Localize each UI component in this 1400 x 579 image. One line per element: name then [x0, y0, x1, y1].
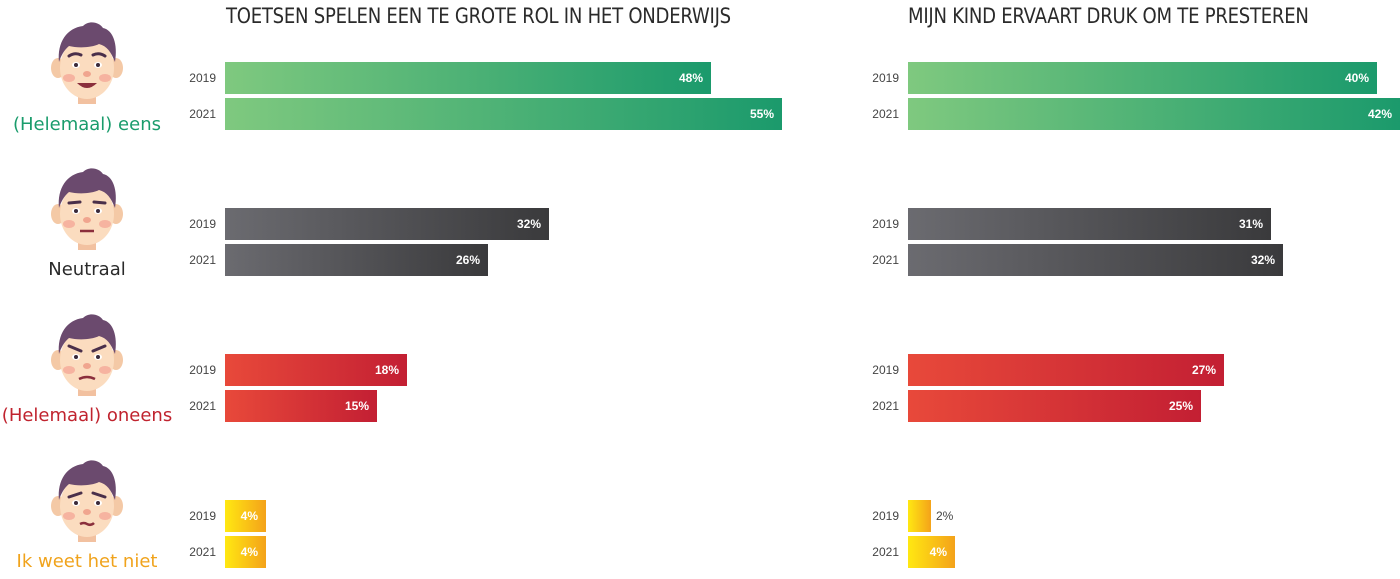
bar-pressure [908, 98, 1400, 130]
bar-tests [225, 390, 377, 422]
bar-value-label: 18% [374, 363, 399, 377]
chart-title-tests: TOETSEN SPELEN EEN TE GROTE ROL IN HET O… [226, 4, 731, 28]
year-label: 2021 [872, 107, 899, 121]
bar-pressure [908, 354, 1224, 386]
bar-tests [225, 208, 549, 240]
year-label: 2021 [872, 545, 899, 559]
bar-tests [225, 536, 266, 568]
bar-value-label: 4% [240, 509, 258, 523]
bar-pressure [908, 244, 1283, 276]
year-label: 2021 [189, 545, 216, 559]
year-label: 2019 [872, 363, 899, 377]
year-label: 2021 [189, 107, 216, 121]
year-label: 2019 [189, 217, 216, 231]
bar-value-label: 31% [1238, 217, 1263, 231]
bar-value-label: 48% [678, 71, 703, 85]
bar-value-label: 26% [455, 253, 480, 267]
chart-title-pressure: MIJN KIND ERVAART DRUK OM TE PRESTEREN [908, 4, 1309, 28]
bar-value-label: 40% [1344, 71, 1369, 85]
year-label: 2021 [189, 253, 216, 267]
year-label: 2019 [872, 71, 899, 85]
year-label: 2021 [189, 399, 216, 413]
bar-value-label: 2% [936, 509, 954, 523]
bar-tests [225, 98, 782, 130]
year-label: 2019 [189, 509, 216, 523]
face-neutral-icon [51, 168, 123, 250]
bar-value-label: 42% [1367, 107, 1392, 121]
bar-tests [225, 244, 488, 276]
bar-tests [225, 354, 407, 386]
bar-value-label: 15% [344, 399, 369, 413]
category-label: (Helemaal) eens [13, 114, 161, 135]
category-label: (Helemaal) oneens [1, 405, 173, 426]
face-unsure-icon [51, 460, 123, 542]
year-label: 2019 [872, 509, 899, 523]
category-label: Neutraal [48, 259, 126, 280]
face-smile-icon [51, 22, 123, 104]
bar-value-label: 32% [1250, 253, 1275, 267]
year-label: 2019 [872, 217, 899, 231]
year-label: 2021 [872, 253, 899, 267]
bar-pressure [908, 62, 1377, 94]
bar-tests [225, 500, 266, 532]
bar-value-label: 25% [1168, 399, 1193, 413]
bar-tests [225, 62, 711, 94]
year-label: 2021 [872, 399, 899, 413]
category-label: Ik weet het niet [16, 551, 158, 572]
bar-pressure [908, 390, 1201, 422]
year-label: 2019 [189, 363, 216, 377]
bar-value-label: 4% [929, 545, 947, 559]
face-angry-icon [51, 314, 123, 396]
bar-value-label: 4% [240, 545, 258, 559]
bar-pressure [908, 500, 931, 532]
year-label: 2019 [189, 71, 216, 85]
bar-pressure [908, 208, 1271, 240]
bar-value-label: 32% [516, 217, 541, 231]
bar-value-label: 27% [1191, 363, 1216, 377]
bar-pressure [908, 536, 955, 568]
bar-value-label: 55% [749, 107, 774, 121]
